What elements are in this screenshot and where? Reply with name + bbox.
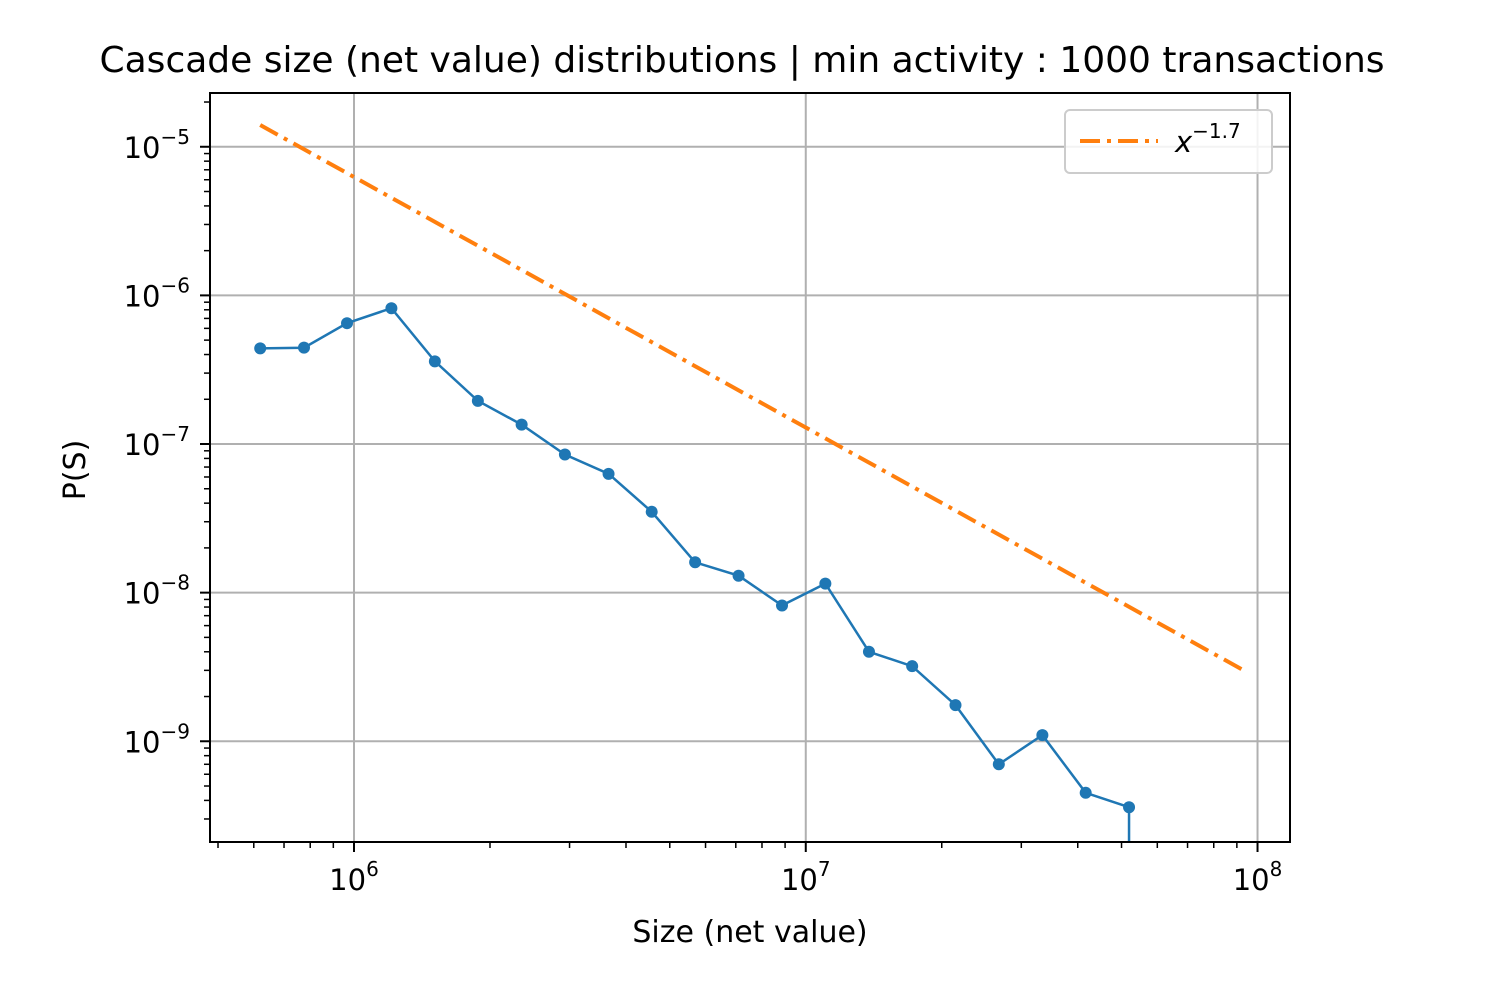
y-tick-label-base: 10 <box>124 725 161 759</box>
reference-line <box>259 123 1249 675</box>
data-point <box>949 699 962 712</box>
y-tick-label: 10−8 <box>124 571 190 611</box>
data-point <box>428 355 441 368</box>
minor-ticks <box>204 101 1238 848</box>
x-tick-label-exponent: 6 <box>366 857 379 881</box>
data-point <box>862 645 875 658</box>
data-point <box>558 448 571 461</box>
chart-title: Cascade size (net value) distributions |… <box>99 40 1384 81</box>
x-tick-label-exponent: 7 <box>818 857 831 881</box>
grid <box>210 93 1290 842</box>
plot-frame <box>209 92 1291 843</box>
x-tick-label-exponent: 8 <box>1270 857 1283 881</box>
y-axis-label: P(S) <box>58 440 93 501</box>
data-point <box>254 342 267 355</box>
legend-entry: x−1.7 <box>1174 119 1241 159</box>
y-tick-label-base: 10 <box>124 428 161 462</box>
data-point <box>297 341 310 354</box>
data-point <box>732 569 745 582</box>
x-tick-labels: 106 107 108 <box>329 857 1282 897</box>
y-tick-label-exponent: −6 <box>161 273 190 297</box>
y-tick-label-exponent: −5 <box>161 125 190 149</box>
y-tick-label-exponent: −7 <box>161 422 190 446</box>
data-point <box>1036 729 1049 742</box>
data-point <box>645 505 658 518</box>
data-point <box>1079 786 1092 799</box>
y-tick-label-exponent: −8 <box>161 571 190 595</box>
y-tick-label-base: 10 <box>124 279 161 313</box>
data-point <box>776 599 789 612</box>
data-point <box>385 302 398 315</box>
y-tick-label: 10−5 <box>124 125 190 165</box>
data-point <box>1123 801 1136 814</box>
y-tick-label: 10−6 <box>124 273 190 313</box>
x-tick-label-base: 10 <box>781 863 818 897</box>
data-point <box>341 317 354 330</box>
y-tick-label-base: 10 <box>124 577 161 611</box>
y-tick-labels: 10−510−610−710−810−9 <box>124 125 190 760</box>
data-point <box>471 394 484 407</box>
x-tick-label: 108 <box>1233 857 1283 897</box>
legend-box <box>1064 109 1273 174</box>
data-point <box>515 418 528 431</box>
x-tick-label: 107 <box>781 857 831 897</box>
x-tick-label: 106 <box>329 857 379 897</box>
y-tick-label-base: 10 <box>124 131 161 165</box>
data-point <box>819 577 832 590</box>
legend: x−1.7 <box>1064 109 1273 174</box>
major-ticks <box>200 145 1259 852</box>
legend-entry-base: x <box>1174 125 1193 159</box>
data-point <box>992 758 1005 771</box>
data-point <box>602 467 615 480</box>
x-tick-label-base: 10 <box>329 863 366 897</box>
y-tick-label: 10−9 <box>124 719 190 759</box>
x-axis-label: Size (net value) <box>632 915 867 950</box>
data-point <box>906 660 919 673</box>
x-tick-label-base: 10 <box>1233 863 1270 897</box>
legend-entry-exponent: −1.7 <box>1192 119 1241 143</box>
plot-content <box>254 123 1249 842</box>
y-tick-label-exponent: −9 <box>161 719 190 743</box>
data-point <box>689 556 702 569</box>
y-tick-label: 10−7 <box>124 422 190 462</box>
